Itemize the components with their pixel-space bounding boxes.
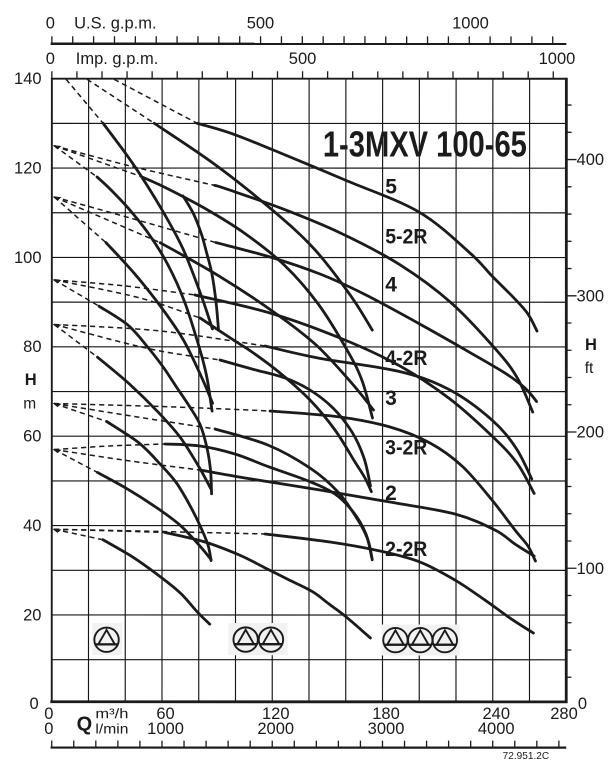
svg-text:60: 60 <box>23 428 41 446</box>
svg-text:U.S. g.p.m.: U.S. g.p.m. <box>74 14 157 32</box>
svg-text:m: m <box>23 396 36 413</box>
svg-text:2000: 2000 <box>257 720 294 738</box>
svg-text:300: 300 <box>577 287 605 305</box>
svg-text:140: 140 <box>14 70 42 88</box>
svg-text:0: 0 <box>44 705 53 723</box>
svg-text:l/min: l/min <box>95 720 128 736</box>
svg-text:1000: 1000 <box>452 15 489 33</box>
svg-text:H: H <box>25 371 37 389</box>
svg-text:400: 400 <box>577 151 605 169</box>
svg-text:500: 500 <box>247 14 275 32</box>
svg-text:240: 240 <box>482 705 510 723</box>
svg-text:0: 0 <box>44 720 53 738</box>
svg-text:5: 5 <box>385 175 397 198</box>
svg-text:2-2R: 2-2R <box>385 538 427 561</box>
svg-text:180: 180 <box>372 705 400 723</box>
svg-text:0: 0 <box>30 695 39 713</box>
svg-text:60: 60 <box>156 705 174 723</box>
svg-text:120: 120 <box>14 159 42 177</box>
svg-text:0: 0 <box>578 695 587 713</box>
svg-text:ft: ft <box>585 360 594 377</box>
svg-text:72.951.2C: 72.951.2C <box>503 750 550 762</box>
svg-text:3-2R: 3-2R <box>385 437 427 460</box>
svg-text:0: 0 <box>46 50 55 68</box>
svg-text:H: H <box>585 336 597 354</box>
svg-text:1000: 1000 <box>539 50 576 68</box>
svg-text:20: 20 <box>23 606 41 624</box>
svg-text:100: 100 <box>576 560 604 578</box>
svg-text:4000: 4000 <box>478 720 515 738</box>
svg-text:Imp. g.p.m.: Imp. g.p.m. <box>76 50 159 68</box>
svg-text:120: 120 <box>262 705 290 723</box>
svg-text:4: 4 <box>385 274 397 297</box>
svg-text:4-2R: 4-2R <box>385 347 427 370</box>
svg-text:0: 0 <box>46 14 55 32</box>
svg-text:2: 2 <box>385 482 397 505</box>
svg-text:1000: 1000 <box>147 720 184 738</box>
svg-text:280: 280 <box>550 705 578 723</box>
svg-text:m³/h: m³/h <box>95 705 128 721</box>
svg-text:5-2R: 5-2R <box>385 226 427 249</box>
svg-text:3000: 3000 <box>368 720 405 738</box>
svg-text:500: 500 <box>289 50 317 68</box>
svg-text:200: 200 <box>576 424 604 442</box>
svg-text:100: 100 <box>14 249 42 267</box>
svg-text:80: 80 <box>23 338 41 356</box>
svg-text:40: 40 <box>23 517 41 535</box>
svg-text:3: 3 <box>385 387 397 410</box>
svg-text:Q: Q <box>77 713 93 735</box>
svg-text:1-3MXV 100-65: 1-3MXV 100-65 <box>323 124 527 165</box>
